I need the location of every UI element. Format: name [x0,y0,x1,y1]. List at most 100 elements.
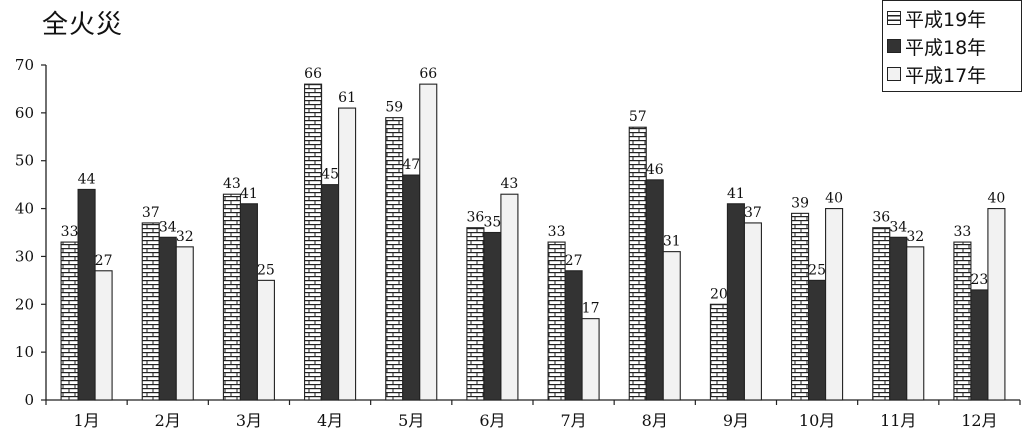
y-tick-label: 60 [15,104,34,122]
data-label-2007: 33 [548,224,566,240]
data-label-2006: 23 [971,272,989,288]
data-label-2007: 59 [385,100,403,116]
bar-2005 [825,208,844,401]
data-label-2006: 41 [727,186,745,202]
data-label-2007: 33 [61,224,79,240]
bar-2007 [953,241,972,401]
x-tick-label: 7月 [560,411,586,430]
data-label-2005: 31 [663,234,681,250]
y-tick-label: 70 [15,56,34,74]
data-label-2005: 17 [582,301,600,317]
x-tick-label: 4月 [317,411,343,430]
bar-2007 [791,212,810,401]
bar-2007 [466,227,485,401]
data-label-2007: 36 [872,210,890,226]
y-tick-label: 20 [15,295,34,313]
data-label-2007: 37 [142,205,160,221]
data-label-2006: 34 [159,219,177,235]
bar-2007 [628,126,647,401]
x-tick-label: 3月 [236,411,262,430]
bar-2007 [222,193,241,401]
y-tick-label: 30 [15,247,34,265]
bar-2006 [645,179,664,401]
x-tick-label: 2月 [155,411,181,430]
x-tick-label: 5月 [398,411,424,430]
legend-swatch-2005 [887,67,901,81]
legend-swatch-2007 [887,11,901,25]
data-label-2005: 25 [257,262,275,278]
bar-2006 [970,289,989,401]
bar-2007 [60,241,79,401]
data-label-2006: 25 [808,262,826,278]
bar-2006 [564,270,583,401]
legend-label-2005: 平成17年 [905,64,987,87]
data-label-2006: 34 [889,219,907,235]
bar-2006 [726,203,745,401]
x-tick-label: 12月 [961,411,997,430]
bar-2005 [419,83,438,401]
data-label-2006: 41 [240,186,258,202]
data-label-2005: 40 [825,191,843,207]
bar-2006 [77,188,96,401]
bar-2005 [743,222,762,401]
data-label-2005: 43 [501,176,519,192]
bar-2006 [808,279,827,401]
data-label-2005: 32 [906,229,924,245]
bar-2005 [906,246,925,401]
data-label-2007: 57 [629,109,647,125]
x-tick-label: 9月 [723,411,749,430]
bar-2006 [239,203,258,401]
bar-2005 [662,251,681,401]
bar-2006 [889,236,908,401]
bar-2005 [500,193,519,401]
bar-2007 [872,227,891,401]
data-label-2007: 39 [791,195,809,211]
data-label-2007: 66 [304,66,322,82]
data-label-2006: 44 [78,171,96,187]
data-label-2006: 35 [484,215,502,231]
bar-2007 [709,303,728,401]
x-tick-label: 11月 [880,411,916,430]
bar-2007 [547,241,566,401]
bar-2005 [94,270,113,401]
y-tick-label: 40 [15,200,34,218]
data-label-2006: 47 [402,157,420,173]
legend-item-2006: 平成18年 [887,32,1021,60]
data-label-2005: 32 [176,229,194,245]
bar-2005 [175,246,194,401]
data-label-2007: 43 [223,176,241,192]
legend-item-2005: 平成17年 [887,60,1021,88]
bar-2007 [141,222,160,401]
data-label-2006: 27 [565,253,583,269]
data-label-2005: 37 [744,205,762,221]
data-label-2005: 40 [988,191,1006,207]
bar-2006 [158,236,177,401]
x-tick-label: 10月 [799,411,835,430]
data-label-2007: 20 [710,286,728,302]
data-label-2007: 36 [467,210,485,226]
bar-2006 [321,184,340,401]
bar-2005 [581,318,600,401]
legend-label-2006: 平成18年 [905,36,987,59]
data-label-2006: 46 [646,162,664,178]
data-label-2005: 66 [419,66,437,82]
bar-2006 [483,231,502,401]
legend: 平成19年 平成18年 平成17年 [882,0,1022,92]
data-label-2006: 45 [321,167,339,183]
x-tick-label: 6月 [479,411,505,430]
y-tick-label: 0 [24,391,34,409]
data-label-2005: 61 [338,90,356,106]
data-label-2005: 27 [95,253,113,269]
data-label-2007: 33 [954,224,972,240]
y-tick-label: 10 [15,343,34,361]
x-tick-label: 1月 [73,411,99,430]
chart-title: 全火災 [42,10,124,40]
bar-2005 [338,107,357,401]
bar-2005 [256,279,275,401]
x-tick-label: 8月 [642,411,668,430]
bar-2006 [402,174,421,401]
legend-swatch-2006 [887,39,901,53]
y-tick-label: 50 [15,152,34,170]
bar-2005 [987,208,1006,401]
